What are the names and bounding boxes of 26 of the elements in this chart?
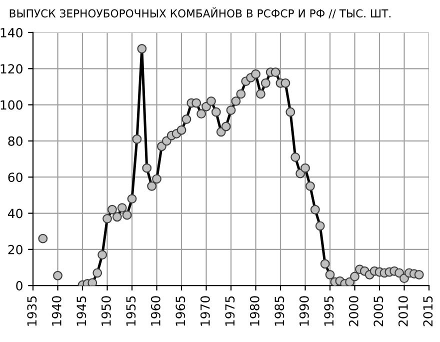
x-tick-label: 1955: [126, 296, 136, 326]
x-tick-label: 1935: [27, 296, 37, 326]
y-tick-label: 80: [8, 136, 22, 146]
x-tick-label: 1995: [324, 296, 334, 326]
y-tick-label: 60: [8, 172, 22, 182]
x-tick-label: 1980: [250, 296, 260, 326]
x-tick-label: 1975: [225, 296, 235, 326]
x-tick-label: 2010: [398, 296, 408, 326]
x-tick-label: 1945: [76, 296, 86, 326]
x-tick-label: 1985: [274, 296, 284, 326]
y-tick-label: 20: [8, 244, 22, 254]
y-tick-label: 120: [0, 64, 22, 74]
x-tick-label: 2005: [374, 296, 384, 326]
x-tick-label: 2015: [423, 296, 433, 326]
y-tick-label: 100: [0, 100, 22, 110]
y-tick-label: 40: [8, 208, 22, 218]
x-tick-label: 1970: [200, 296, 210, 326]
x-tick-label: 1950: [101, 296, 111, 326]
x-tick-label: 1940: [52, 296, 62, 326]
y-tick-label: 140: [0, 28, 22, 38]
x-tick-label: 2000: [348, 296, 358, 326]
chart-title: ВЫПУСК ЗЕРНОУБОРОЧНЫХ КОМБАЙНОВ В РСФСР И РФ // ТЫС. ШТ.: [10, 7, 390, 18]
x-tick-label: 1990: [299, 296, 309, 326]
x-tick-label: 1965: [176, 296, 186, 326]
x-tick-label: 1960: [150, 296, 160, 326]
y-tick-label: 0: [16, 281, 22, 290]
